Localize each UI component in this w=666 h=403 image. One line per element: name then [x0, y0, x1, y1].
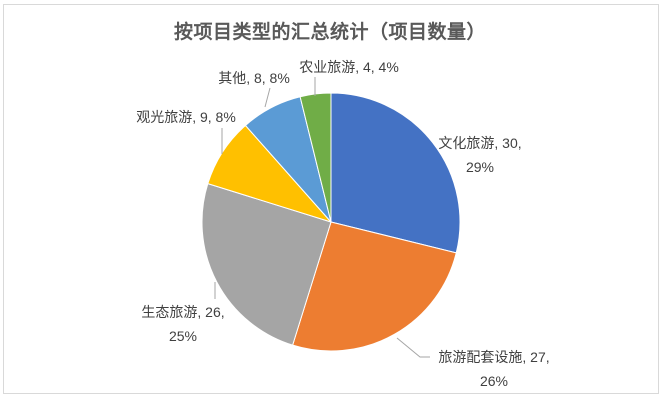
pie-slice-label-line1: 农业旅游, 4, 4%	[299, 59, 399, 75]
chart-title: 按项目类型的汇总统计（项目数量）	[173, 22, 486, 43]
pie-slice-label-line1: 生态旅游, 26,	[141, 304, 225, 320]
leader-line	[264, 87, 271, 108]
pie-slice-label-line2: 26%	[479, 373, 509, 389]
pie-slice-label: 其他, 8, 8%	[218, 66, 290, 90]
pie-slice-label-line1: 文化旅游, 30,	[438, 135, 522, 151]
pie-slice-2	[201, 183, 332, 346]
pie-slice-label-line2: 29%	[465, 159, 495, 175]
pie-slice-label-line1: 观光旅游, 9, 8%	[136, 109, 236, 125]
pie-slice-1	[292, 221, 457, 352]
pie-slice-label: 文化旅游, 30, 29%	[438, 131, 521, 179]
pie-slice-label: 旅游配套设施, 27, 26%	[438, 345, 549, 393]
leader-line	[396, 337, 430, 358]
pie-slice-label-line1: 其他, 8, 8%	[218, 70, 290, 86]
pie-slice-label: 生态旅游, 26, 25%	[141, 300, 224, 348]
pie-slice-label: 农业旅游, 4, 4%	[299, 55, 399, 79]
pie-slice-label: 观光旅游, 9, 8%	[136, 105, 236, 129]
pie-slice-label-line2: 25%	[168, 328, 198, 344]
pie-slice-0	[330, 92, 461, 254]
pie-slice-label-line1: 旅游配套设施, 27,	[438, 349, 550, 365]
